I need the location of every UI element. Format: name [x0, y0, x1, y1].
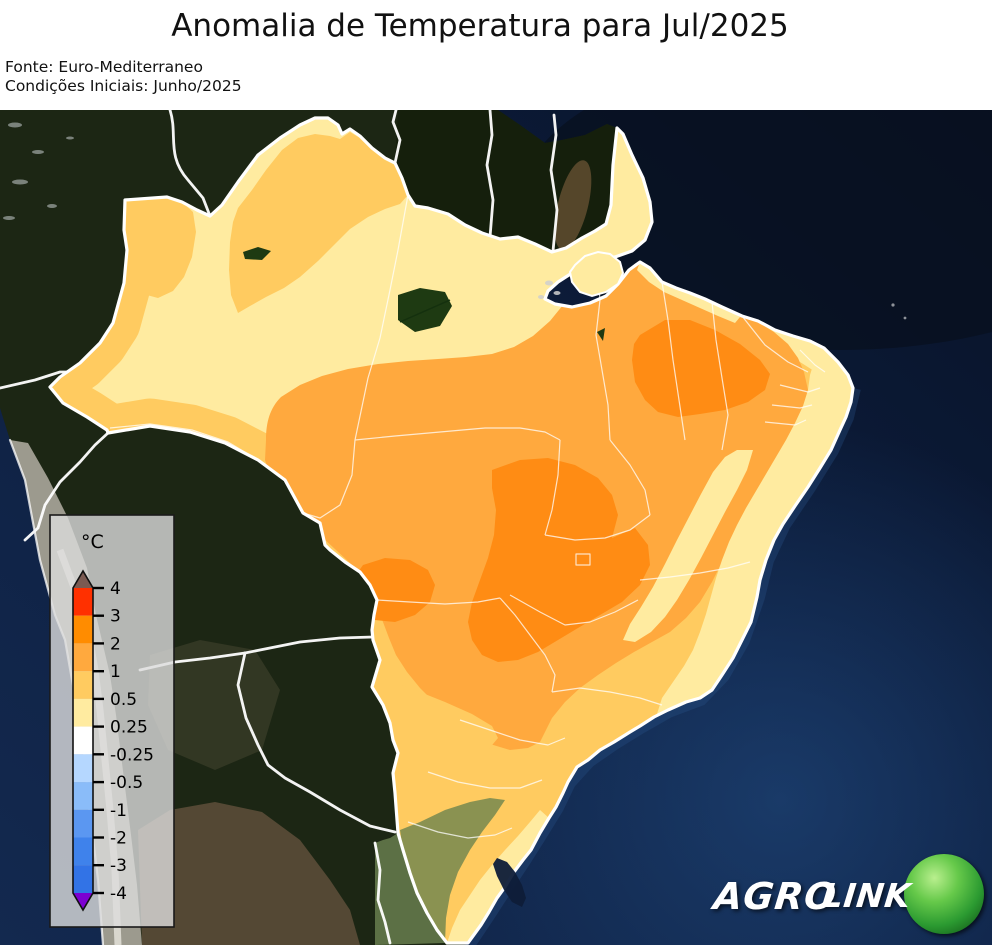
border-argentina-uruguay	[373, 841, 392, 945]
colorbar-segment	[73, 726, 93, 755]
no-data-holes	[243, 247, 605, 341]
source-line: Fonte: Euro-Mediterraneo	[5, 58, 203, 76]
colorbar-tick-labels: 4 3 2 1 0.5 0.25 -0.25 -0.5 -1 -2 -3 -4	[110, 579, 154, 904]
df-rectangle	[575, 553, 591, 566]
tick-label: -1	[110, 801, 127, 821]
tick-label: 1	[110, 662, 121, 682]
tick-label: 4	[110, 579, 121, 599]
border-suriname-guiana	[549, 113, 559, 253]
logo-word-link: LINK	[820, 876, 914, 915]
colorbar-segment	[73, 671, 93, 699]
map-container: °C 4 3	[0, 110, 992, 945]
colorbar-segment	[73, 588, 93, 616]
legend-title: °C	[81, 531, 104, 553]
colorbar-segment	[73, 837, 93, 866]
amazon-sediment	[554, 160, 592, 250]
anomaly-map: °C 4 3	[0, 110, 992, 945]
border-paraguay-argentina	[236, 651, 397, 834]
brazil-border	[48, 116, 855, 945]
tick-label: 3	[110, 607, 121, 627]
colorbar-segment	[73, 643, 93, 672]
tick-label: 2	[110, 634, 121, 654]
hole-streak	[399, 299, 451, 323]
river-islets	[538, 280, 561, 299]
border-bolivia-paraguay	[243, 635, 375, 655]
tick-label: -0.5	[110, 773, 143, 793]
colorbar-segment	[73, 615, 93, 644]
border-venezuela-colombia	[168, 110, 212, 218]
logo-word-agro: AGRO	[709, 875, 839, 918]
logo-ball	[904, 854, 984, 934]
colorbar-segment	[73, 865, 93, 893]
colorbar-over-arrow	[73, 571, 93, 588]
level-2-ms-wedge	[372, 675, 498, 766]
tick-label: -4	[110, 884, 127, 904]
colorbar-ticks	[93, 586, 104, 895]
tick-label: 0.5	[110, 690, 137, 710]
rs-highlands	[400, 798, 505, 943]
initial-conditions-line: Condições Iniciais: Junho/2025	[5, 77, 242, 95]
tick-label: -3	[110, 856, 127, 876]
page-title: Anomalia de Temperatura para Jul/2025	[171, 8, 789, 44]
colorbar-segment	[73, 782, 93, 810]
cloud-specks	[3, 122, 74, 220]
offshore-islets	[891, 303, 907, 320]
legend: °C 4 3	[49, 514, 175, 928]
colorbar-segment	[73, 809, 93, 838]
legend-panel	[49, 514, 175, 928]
bolivia-highlands	[148, 640, 280, 770]
colorbar-segment	[73, 698, 93, 727]
colorbar-under-arrow	[73, 893, 93, 910]
colorbar	[72, 569, 94, 912]
tick-label: -0.25	[110, 745, 154, 765]
border-venezuela-guyana	[391, 110, 402, 165]
chaco-terrain	[138, 802, 360, 945]
marajo-island	[568, 250, 625, 298]
tick-label: 0.25	[110, 718, 148, 738]
header: Anomalia de Temperatura para Jul/2025 Fo…	[0, 0, 992, 110]
border-guyana-suriname	[485, 110, 495, 239]
tick-label: -2	[110, 829, 127, 849]
agrolink-logo: AGRO LINK	[709, 854, 984, 934]
lagoa-dos-patos	[493, 858, 526, 907]
border-peru-bolivia	[23, 431, 110, 542]
colorbar-segment	[73, 754, 93, 783]
